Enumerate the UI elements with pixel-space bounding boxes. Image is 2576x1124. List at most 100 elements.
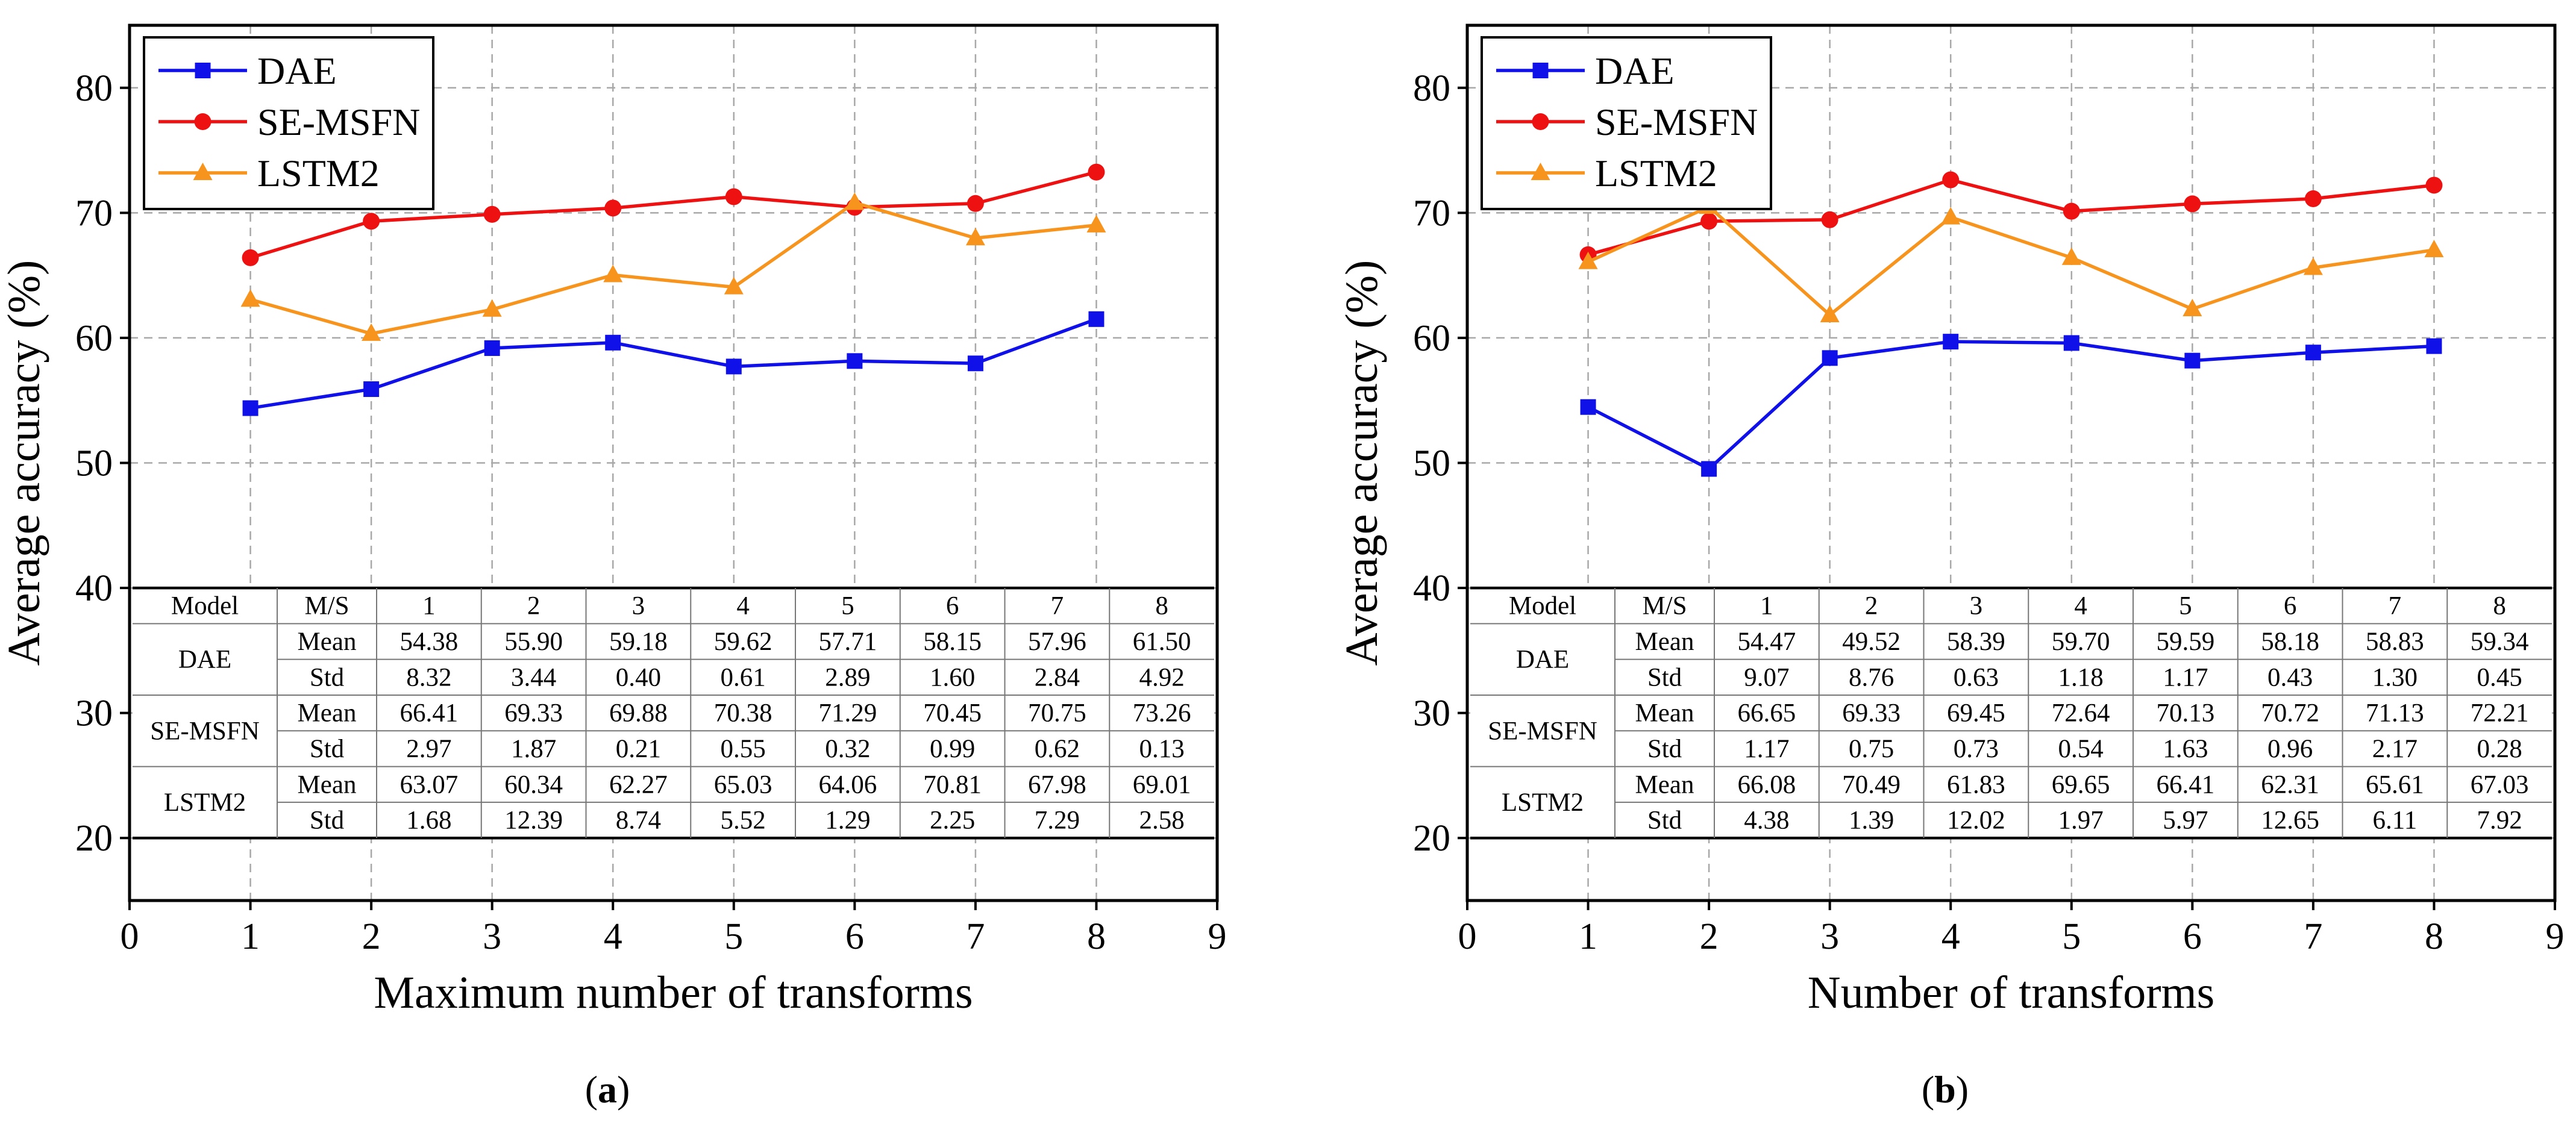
table-background [1470,588,2552,838]
table-value-cell: 7.29 [1035,807,1080,835]
data-point-dae-7 [967,355,983,372]
table-value-cell: 1.17 [1744,735,1789,763]
data-point-lstm2-3 [482,299,502,317]
data-point-dae-2 [1701,461,1717,477]
table-header-cell: Model [1509,592,1576,620]
data-point-dae-3 [1822,350,1838,366]
table-value-cell: 58.15 [923,628,982,656]
table-value-cell: 69.88 [609,699,668,728]
x-tick-label-6: 6 [845,916,864,957]
x-tick-label-9: 9 [1208,916,1227,957]
table-header-cell: 5 [841,592,854,620]
plot-frame [128,23,1219,902]
table-value-cell: 0.43 [2267,663,2313,692]
y-tick-label-80: 80 [75,68,113,109]
plot-frame [1465,23,2557,902]
table-value-cell: 5.97 [2163,807,2208,835]
data-point-se-msfn-2 [363,213,380,230]
x-tick-label-3: 3 [1820,916,1839,957]
table-header-cell: 2 [527,592,541,620]
table-stat-cell: Std [1647,807,1682,835]
series-line-dae [250,317,1097,410]
table-value-cell: 2.97 [406,735,451,763]
y-tick-label-60: 60 [75,318,113,359]
legend-label-se-msfn: SE-MSFN [257,101,420,143]
data-point-lstm2-4 [603,264,623,283]
x-tick-label-6: 6 [2183,916,2202,957]
table-value-cell: 70.38 [714,699,772,728]
table-value-cell: 69.33 [1842,699,1901,728]
table-value-cell: 58.18 [2261,628,2319,656]
table-value-cell: 70.49 [1842,770,1901,799]
table-value-cell: 72.21 [2471,699,2529,728]
legend-label-lstm2: LSTM2 [257,152,380,195]
series-dae [1580,334,2442,477]
table-value-cell: 62.27 [609,770,668,799]
table-value-cell: 70.72 [2261,699,2319,728]
table-value-cell: 7.92 [2477,807,2522,835]
panel-label-close: ) [617,1068,630,1111]
data-point-lstm2-6 [2183,298,2202,316]
data-point-lstm2-4 [1941,207,1961,225]
table-value-cell: 63.07 [400,770,459,799]
y-tick-label-30: 30 [1413,693,1450,734]
data-point-lstm2-5 [724,276,744,295]
table-value-cell: 2.89 [825,663,870,692]
x-tick-label-1: 1 [241,916,260,957]
data-point-dae-7 [2305,345,2321,361]
table-header-cell: 8 [1155,592,1168,620]
data-point-lstm2-1 [1578,251,1598,269]
table-stat-cell: Mean [1635,628,1694,656]
y-axis-title: Average accuracy (%) [1337,260,1387,666]
data-point-dae-4 [605,334,621,351]
table-value-cell: 6.11 [2373,807,2418,835]
table-model-cell: SE-MSFN [150,717,260,745]
x-axis-title: Maximum number of transforms [374,967,973,1018]
table-value-cell: 8.74 [616,807,661,835]
table-value-cell: 0.75 [1849,735,1894,763]
table-background [133,588,1214,838]
data-table: Model M/S 1 2 3 4 5 6 7 8 DAE Mean 54.38 55.90 59.18 59… [133,586,1214,840]
data-point-dae-4 [1943,334,1959,350]
panel-label-letter: a [598,1068,617,1111]
table-value-cell: 1.63 [2163,735,2208,763]
table-header-cell: 4 [2074,592,2087,620]
y-tick-label-20: 20 [75,818,113,859]
table-stat-cell: Std [310,807,344,835]
table-value-cell: 71.29 [819,699,877,728]
table-value-cell: 0.45 [2477,663,2522,692]
panel-label-close: ) [1956,1068,1969,1111]
table-header-cell: 7 [2389,592,2402,620]
table-value-cell: 61.83 [1947,770,2005,799]
data-point-dae-1 [242,400,259,416]
table-value-cell: 4.92 [1139,663,1185,692]
table-model-cell: LSTM2 [164,788,246,817]
x-tick-label-0: 0 [1458,916,1477,957]
data-point-se-msfn-6 [2184,195,2201,213]
y-tick-label-80: 80 [1413,68,1450,109]
table-value-cell: 1.18 [2058,663,2104,692]
y-axis-title: Average accuracy (%) [0,260,49,666]
table-value-cell: 58.83 [2366,628,2424,656]
x-tick-label-9: 9 [2546,916,2565,957]
table-model-cell: LSTM2 [1502,788,1584,817]
table-value-cell: 0.54 [2058,735,2104,763]
y-tick-label-60: 60 [1413,318,1450,359]
data-point-lstm2-7 [965,228,985,246]
table-value-cell: 1.68 [406,807,451,835]
legend: DAE SE-MSFN LSTM2 [143,36,434,210]
y-tick-label-70: 70 [75,193,113,234]
table-value-cell: 67.03 [2471,770,2529,799]
table-header-cell: 8 [2493,592,2506,620]
table-value-cell: 0.99 [930,735,975,763]
legend-marker-dae [1532,63,1549,78]
x-tick-label-3: 3 [483,916,501,957]
data-point-se-msfn-4 [1942,171,1960,189]
table-value-cell: 8.32 [406,663,451,692]
table-value-cell: 54.38 [400,628,459,656]
table-value-cell: 2.58 [1139,807,1185,835]
table-stat-cell: Mean [298,770,357,799]
table-value-cell: 1.39 [1849,807,1894,835]
table-value-cell: 55.90 [504,628,563,656]
table-value-cell: 1.60 [930,663,975,692]
